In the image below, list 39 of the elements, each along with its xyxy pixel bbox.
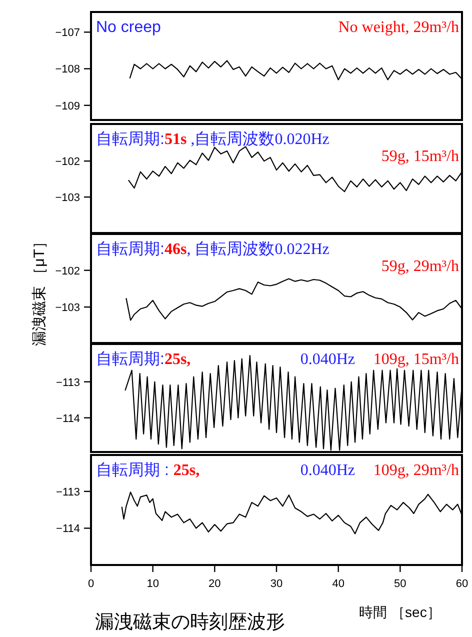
y-tick-label: −102 (55, 265, 80, 278)
annotation: 自転周期 : (96, 461, 174, 479)
y-tick-label: −109 (55, 100, 80, 112)
y-tick-label: −108 (55, 64, 80, 76)
annotation: 59g, 15m³/h (381, 148, 459, 165)
y-tick-label: −107 (55, 27, 80, 40)
annotation: No creep (96, 19, 162, 36)
y-tick-label: −102 (55, 156, 80, 168)
y-tick-label: −114 (56, 523, 80, 536)
annotation: 59g, 29m³/h (381, 258, 459, 275)
annotation: 0.040Hz (300, 462, 355, 479)
y-tick-label: −103 (55, 302, 80, 314)
x-tick-label: 40 (332, 578, 344, 590)
annotation: 自転周期: (96, 130, 164, 148)
annotation: , 自転周波数0.022Hz (186, 240, 330, 258)
x-tick-label: 10 (146, 578, 159, 590)
x-tick-label: 50 (394, 578, 406, 590)
y-tick-label: −103 (55, 192, 80, 204)
annotation: 51s (164, 131, 187, 148)
x-tick-label: 20 (208, 578, 221, 590)
annotation: 25s, (173, 462, 200, 479)
annotation: 109g, 15m³/h (373, 351, 459, 368)
x-axis-title: 時間 ［sec］ (359, 604, 441, 620)
y-tick-label: −114 (56, 412, 80, 425)
annotation: No weight, 29m³/h (338, 19, 459, 36)
x-tick-label: 60 (456, 578, 468, 590)
annotation: 自転周期: (96, 350, 164, 368)
text: 漏洩磁束の時刻歴波形 (95, 611, 285, 633)
y-tick-label: −113 (56, 486, 80, 498)
annotation: ,自転周波数0.020Hz (186, 130, 330, 148)
y-axis-title: 漏洩磁束 ［μT］ (31, 234, 48, 346)
annotation: 自転周期: (96, 240, 164, 258)
annotation: 0.040Hz (300, 351, 355, 368)
annotation: 25s, (164, 351, 191, 368)
annotation: 46s (164, 241, 187, 258)
x-tick-label: 0 (88, 578, 94, 590)
annotation: 109g, 29m³/h (373, 462, 459, 479)
x-tick-label: 30 (270, 578, 283, 590)
y-tick-label: −113 (56, 376, 80, 389)
